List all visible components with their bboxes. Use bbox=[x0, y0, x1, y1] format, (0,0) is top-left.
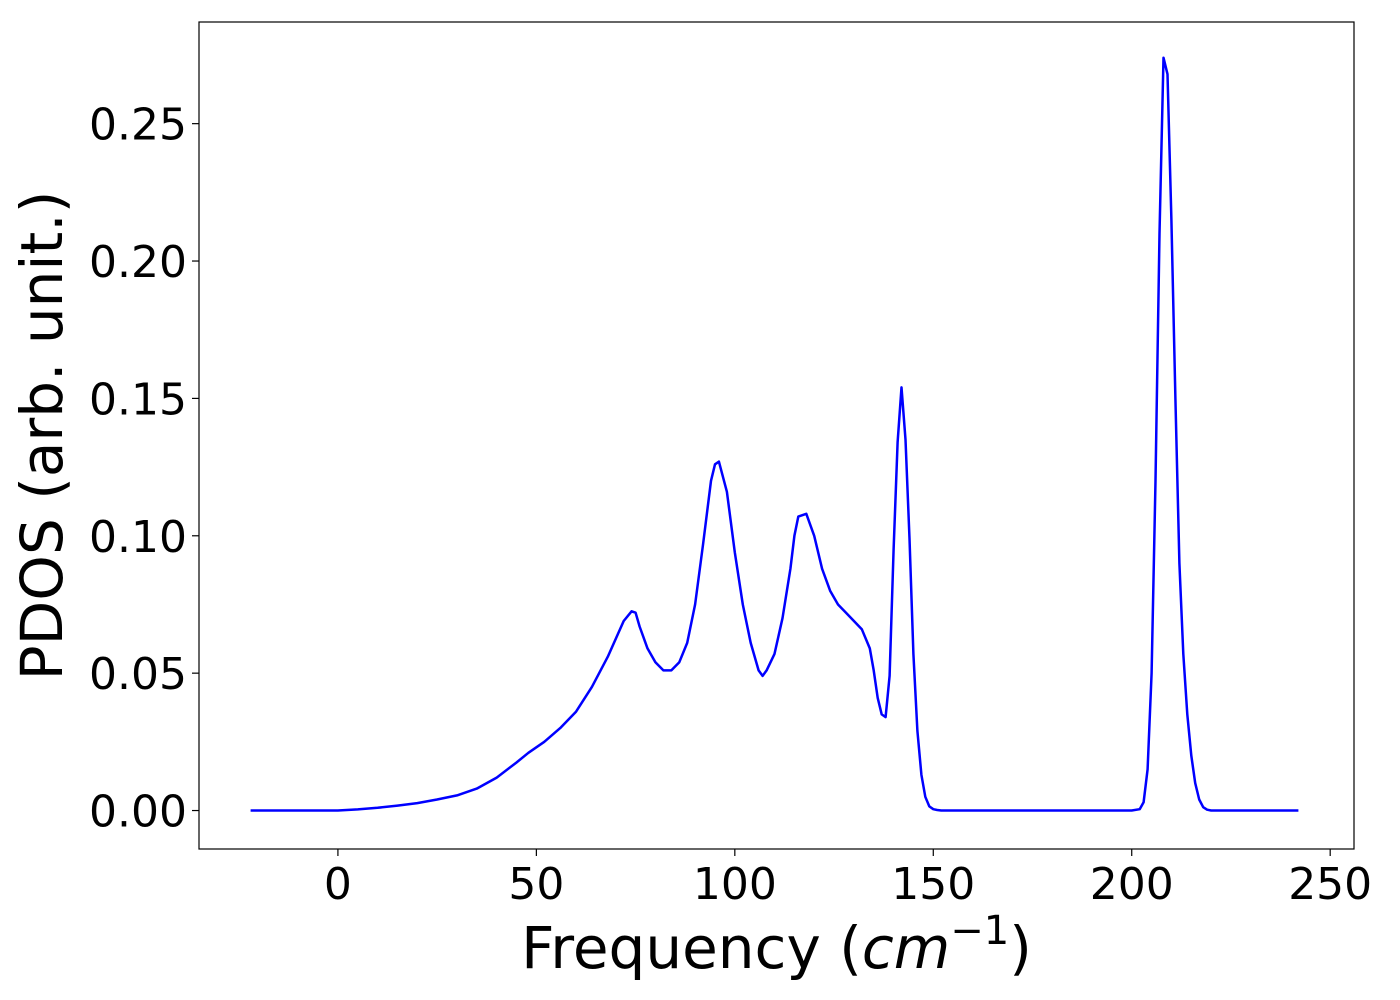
x-axis-label: Frequency (cm−1) bbox=[521, 908, 1032, 982]
y-tick-label: 0.00 bbox=[89, 787, 187, 838]
y-tick-label: 0.25 bbox=[89, 100, 187, 151]
x-tick-label: 250 bbox=[1288, 859, 1372, 910]
y-tick-label: 0.20 bbox=[89, 237, 187, 288]
x-tick-label: 50 bbox=[508, 859, 564, 910]
x-axis-label-prefix: Frequency ( bbox=[521, 914, 862, 982]
y-tick-label: 0.15 bbox=[89, 374, 187, 425]
x-axis-ticks: 0 50 100 150 200 250 bbox=[324, 849, 1372, 910]
y-axis-ticks: 0.00 0.05 0.10 0.15 0.20 0.25 bbox=[89, 100, 199, 838]
pdos-series-line-0 bbox=[250, 56, 1299, 812]
x-tick-label: 200 bbox=[1090, 859, 1174, 910]
y-tick-label: 0.10 bbox=[89, 512, 187, 563]
x-tick-label: 150 bbox=[891, 859, 975, 910]
x-axis-label-exponent: −1 bbox=[950, 908, 1009, 954]
y-axis-label: PDOS (arb. unit.) bbox=[8, 191, 76, 681]
y-tick-label: 0.05 bbox=[89, 649, 187, 700]
x-tick-label: 0 bbox=[324, 859, 352, 910]
x-tick-label: 100 bbox=[693, 859, 777, 910]
plot-frame bbox=[198, 21, 1355, 850]
x-axis-label-unit: cm bbox=[862, 914, 950, 982]
plot-area bbox=[250, 56, 1299, 812]
x-axis-label-suffix: ) bbox=[1009, 914, 1032, 982]
